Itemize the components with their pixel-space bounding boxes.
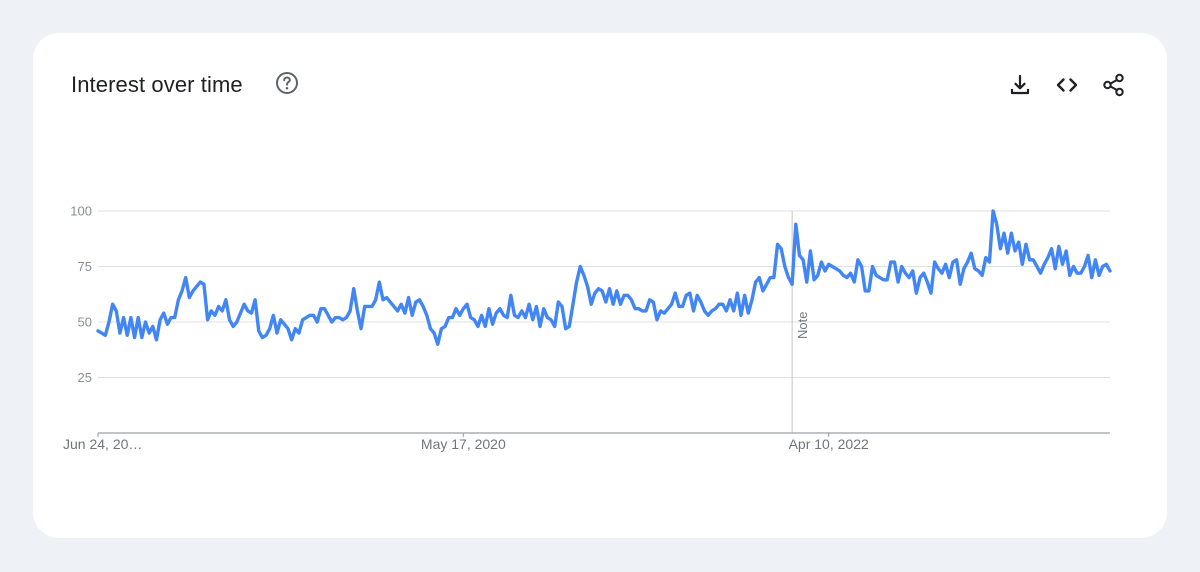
download-icon[interactable] — [1005, 70, 1035, 100]
interest-over-time-card: Interest over time — [33, 33, 1167, 538]
x-tick-label: Jun 24, 20… — [63, 436, 142, 452]
share-icon[interactable] — [1099, 70, 1129, 100]
y-tick-label: 50 — [78, 315, 92, 330]
card-actions — [1005, 70, 1129, 100]
x-tick-label: Apr 10, 2022 — [789, 436, 869, 452]
y-tick-label: 100 — [70, 204, 92, 219]
card-title: Interest over time — [71, 72, 243, 97]
interest-line-chart: 25 50 75 100 Note Jun 24, 20… May 17, 2020 Ap… — [63, 204, 1112, 452]
card-header: Interest over time — [71, 69, 1129, 103]
chart-y-tick-labels: 25 50 75 100 — [70, 204, 92, 386]
y-tick-label: 75 — [78, 259, 92, 274]
chart-annotations: Note — [791, 211, 810, 433]
note-label[interactable]: Note — [795, 312, 810, 339]
help-circle-icon[interactable] — [275, 71, 299, 95]
chart-gridlines — [98, 210, 1110, 378]
embed-code-icon[interactable] — [1052, 70, 1082, 100]
x-tick-label: May 17, 2020 — [421, 436, 506, 452]
y-tick-label: 25 — [78, 370, 92, 385]
interest-series-line[interactable] — [96, 209, 1112, 346]
chart-x-tick-labels: Jun 24, 20… May 17, 2020 Apr 10, 2022 — [63, 433, 869, 452]
chart-series — [96, 209, 1112, 346]
